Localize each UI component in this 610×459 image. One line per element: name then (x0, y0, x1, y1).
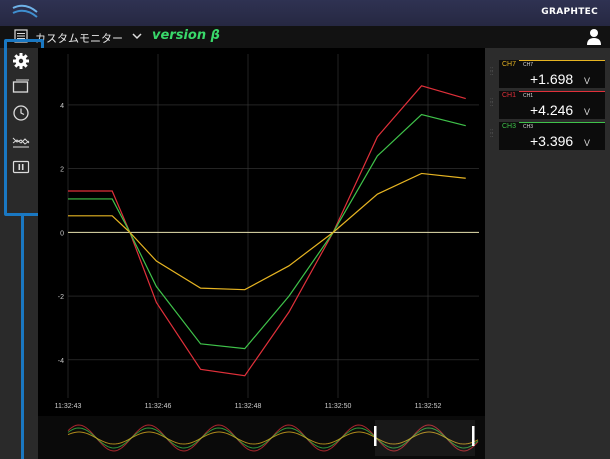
meter-ch1[interactable]: :::: CH1 CH1 +4.246 V (490, 91, 605, 119)
x-tick-label: 11:32:50 (325, 403, 352, 410)
x-tick-label: 11:32:43 (55, 403, 82, 410)
overview-handle-right (472, 426, 475, 446)
page-title: カスタムモニター (35, 33, 123, 45)
meter-sub: CH3 (523, 124, 534, 130)
series-line (68, 113, 466, 350)
meter-ch3[interactable]: :::: CH3 CH3 +3.396 V (490, 122, 605, 150)
meter-value: +1.698 (530, 71, 574, 87)
gear-icon[interactable] (12, 52, 30, 70)
top-bar: GRAPHTEC (0, 0, 610, 26)
meter-color-line (519, 122, 605, 123)
overview-series (67, 427, 479, 449)
version-label: version β (152, 28, 220, 43)
meter-unit: V (584, 138, 591, 148)
series-line (68, 85, 466, 377)
overview-window (375, 420, 475, 456)
overview-handle-left (374, 426, 377, 446)
series-line (68, 172, 466, 291)
y-tick-label: -4 (58, 358, 64, 365)
x-tick-label: 11:32:48 (235, 403, 262, 410)
meter-unit: V (584, 107, 591, 117)
meter-sub: CH7 (523, 62, 534, 68)
meter-value: +4.246 (530, 102, 574, 118)
y-tick-label: 0 (60, 230, 64, 237)
chart-area[interactable]: 4 2 0 -2 -4 11:32:43 11:32:46 11:32:48 11:32:50 1… (38, 48, 485, 459)
meter-ch7[interactable]: :::: CH7 CH7 +1.698 V (490, 60, 605, 88)
meter-sub: CH1 (523, 93, 534, 99)
overview-strip (38, 416, 485, 459)
overview-series (67, 431, 479, 445)
x-tick-label: 11:32:46 (145, 403, 172, 410)
meter-value: +3.396 (530, 133, 574, 149)
chevron-down-icon[interactable] (131, 31, 143, 41)
right-panel: :::: CH7 CH7 +1.698 V :::: CH1 CH1 +4.24… (485, 48, 610, 459)
highlight-pointer-line (21, 216, 24, 459)
x-tick-label: 11:32:52 (415, 403, 442, 410)
pause-icon[interactable] (12, 158, 30, 176)
meter-channel: CH1 (502, 92, 517, 99)
window-icon[interactable] (12, 78, 30, 96)
brand-logo: GRAPHTEC (541, 7, 598, 17)
trend-chart[interactable]: 4 2 0 -2 -4 11:32:43 11:32:46 11:32:48 11:32:50 1… (38, 48, 485, 459)
clock-icon[interactable] (12, 104, 30, 122)
meter-color-line (519, 91, 605, 92)
meter-channel: CH7 (502, 61, 517, 68)
meter-color-line (519, 60, 605, 61)
logo-icon (12, 4, 38, 18)
title-bar: カスタムモニター version β (0, 26, 610, 48)
y-tick-label: -2 (58, 294, 64, 301)
y-tick-label: 4 (60, 103, 64, 110)
drag-handle-icon[interactable]: :::: (490, 98, 494, 108)
y-tick-label: 2 (60, 167, 64, 174)
meter-unit: V (584, 76, 591, 86)
meter-channel: CH3 (502, 123, 517, 130)
user-icon[interactable] (586, 28, 602, 46)
menu-icon[interactable] (14, 29, 28, 43)
drag-handle-icon[interactable]: :::: (490, 67, 494, 77)
waveform-icon[interactable] (12, 132, 30, 150)
drag-handle-icon[interactable]: :::: (490, 129, 494, 139)
